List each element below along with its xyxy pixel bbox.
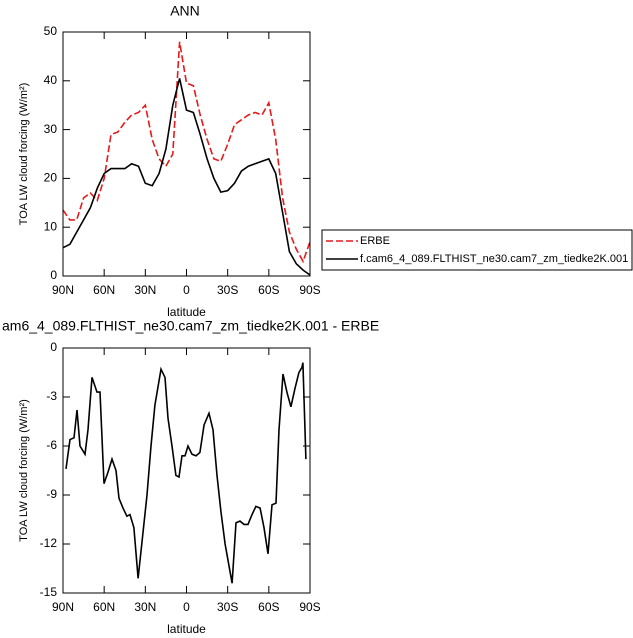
x-tick-label: 30S <box>217 600 238 614</box>
x-tick-label: 30N <box>134 283 156 297</box>
x-axis-label: latitude <box>167 622 206 636</box>
y-tick-label: 10 <box>44 219 58 233</box>
y-tick-label: -9 <box>46 487 57 501</box>
y-tick-label: 0 <box>50 340 57 354</box>
x-tick-label: 60S <box>258 283 279 297</box>
y-tick-label: -12 <box>40 536 58 550</box>
x-tick-label: 60S <box>258 600 279 614</box>
x-tick-label: 30N <box>134 600 156 614</box>
x-tick-label: 90N <box>52 283 74 297</box>
y-tick-label: 40 <box>44 73 58 87</box>
legend: ERBE f.cam6_4_089.FLTHIST_ne30.cam7_zm_ti… <box>321 229 633 271</box>
chart-title: am6_4_089.FLTHIST_ne30.cam7_zm_tiedke2K.… <box>2 318 379 334</box>
series-line <box>62 78 311 276</box>
chart-title: ANN <box>170 3 200 19</box>
plot-frame <box>62 347 311 594</box>
x-tick-label: 30S <box>217 283 238 297</box>
legend-label: f.cam6_4_089.FLTHIST_ne30.cam7_zm_tiedke… <box>360 253 628 265</box>
y-tick-label: 20 <box>44 171 58 185</box>
y-tick-label: -15 <box>40 585 58 599</box>
y-axis-label: TOA LW cloud forcing (W/m²) <box>18 83 30 226</box>
x-tick-label: 90N <box>52 600 74 614</box>
y-tick-label: -6 <box>46 438 57 452</box>
x-tick-label: 60N <box>93 283 115 297</box>
x-tick-label: 90S <box>299 283 320 297</box>
legend-label: ERBE <box>360 235 390 247</box>
x-tick-label: 60N <box>93 600 115 614</box>
series-line <box>62 41 311 264</box>
plot-frame <box>62 31 311 277</box>
y-tick-label: 30 <box>44 122 58 136</box>
y-tick-label: 50 <box>44 24 58 38</box>
y-axis-label: TOA LW cloud forcing (W/m²) <box>18 399 30 542</box>
x-tick-label: 0 <box>183 283 190 297</box>
legend-box <box>321 229 633 271</box>
series-line <box>65 362 307 584</box>
x-tick-label: 90S <box>299 600 320 614</box>
y-tick-label: 0 <box>50 268 57 282</box>
x-tick-label: 0 <box>183 600 190 614</box>
x-axis-label: latitude <box>167 305 206 319</box>
y-tick-label: -3 <box>46 389 57 403</box>
